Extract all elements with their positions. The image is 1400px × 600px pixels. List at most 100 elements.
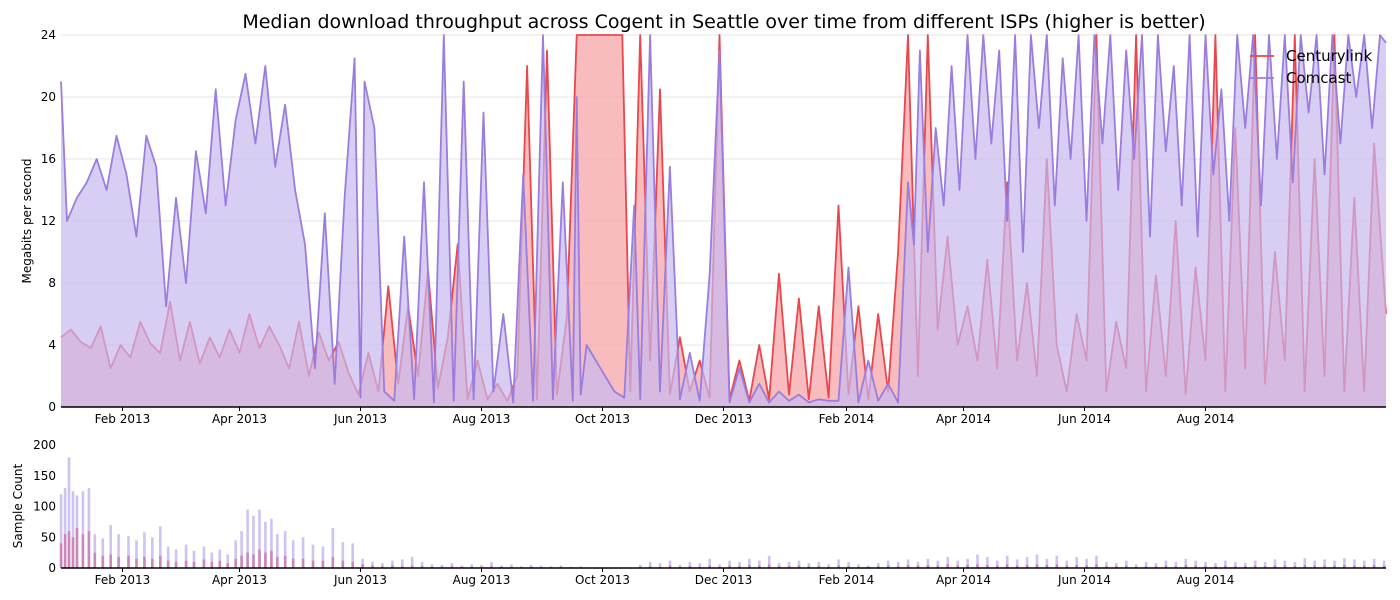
throughput-y-tick-label: 12 — [41, 214, 56, 228]
centurylink-sample-bar — [276, 556, 279, 568]
centurylink-sample-bar — [1363, 565, 1366, 568]
centurylink-sample-bar — [1125, 565, 1128, 568]
comcast-sample-bar — [109, 525, 112, 568]
comcast-sample-bar — [67, 457, 71, 568]
comcast-sample-bar — [1372, 558, 1376, 568]
comcast-sample-bar — [718, 564, 721, 568]
comcast-sample-bar — [1382, 560, 1386, 568]
centurylink-sample-bar — [1382, 565, 1386, 568]
centurylink-sample-bar — [258, 549, 261, 568]
comcast-line — [60, 34, 1387, 404]
comcast-sample-bar — [234, 540, 237, 568]
centurylink-sample-bar — [93, 552, 97, 568]
sample-count-y-tick-label: 50 — [41, 530, 56, 544]
centurylink-sample-bar — [1055, 564, 1059, 568]
comcast-sample-bar — [529, 564, 533, 568]
comcast-sample-bar — [430, 564, 434, 568]
comcast-sample-bar — [117, 534, 120, 568]
comcast-sample-bar — [1184, 558, 1188, 568]
comcast-sample-bar — [159, 526, 162, 568]
comcast-sample-bar — [127, 536, 130, 568]
comcast-sample-bar — [976, 554, 979, 568]
sample-count-panel: 0 50 100 150 200 Feb 2013 Apr 2013 Jun 2013 Aug … — [11, 438, 1386, 587]
comcast-sample-bar — [210, 552, 214, 568]
throughput-y-tick-label: 4 — [48, 338, 56, 352]
centurylink-sample-bar — [420, 566, 424, 568]
centurylink-sample-bar — [767, 564, 771, 568]
centurylink-sample-bar — [1164, 565, 1168, 568]
centurylink-sample-bar — [966, 564, 969, 568]
centurylink-sample-bar — [1224, 565, 1227, 568]
comcast-sample-bar — [410, 556, 414, 568]
centurylink-sample-bar — [728, 565, 731, 568]
comcast-sample-bar — [688, 561, 692, 568]
centurylink-sample-bar — [151, 558, 154, 568]
comcast-sample-bar — [401, 559, 404, 568]
centurylink-sample-bar — [226, 563, 229, 568]
sample-count-x-tick-label: Dec 2013 — [695, 573, 753, 587]
comcast-sample-bar — [391, 560, 394, 568]
centurylink-sample-bar — [1293, 566, 1297, 568]
comcast-sample-bar — [240, 531, 243, 568]
comcast-sample-bar — [1075, 556, 1078, 568]
centurylink-sample-bar — [1323, 565, 1326, 568]
centurylink-sample-bar — [159, 555, 162, 568]
centurylink-sample-bar — [1025, 564, 1029, 568]
centurylink-sample-bar — [1244, 566, 1247, 568]
centurylink-sample-bar — [1204, 566, 1207, 568]
comcast-sample-bar — [63, 488, 67, 568]
comcast-sample-bar — [867, 565, 870, 568]
comcast-sample-bar — [1055, 555, 1059, 568]
comcast-sample-bar — [946, 556, 949, 568]
centurylink-sample-bar — [75, 528, 79, 568]
comcast-sample-bar — [174, 549, 178, 568]
centurylink-sample-bar — [847, 566, 850, 568]
centurylink-sample-bar — [184, 560, 188, 568]
comcast-sample-bar — [1005, 555, 1009, 568]
centurylink-sample-bar — [192, 561, 196, 568]
centurylink-sample-bar — [252, 554, 255, 568]
comcast-sample-bar — [678, 564, 682, 568]
comcast-sample-bar — [827, 564, 830, 568]
centurylink-sample-bar — [668, 565, 672, 568]
centurylink-sample-bar — [1075, 564, 1078, 568]
sample-count-x-tick-label: Apr 2013 — [212, 573, 267, 587]
centurylink-sample-bar — [1085, 565, 1088, 568]
sample-count-x-tick-label: Jun 2013 — [333, 573, 387, 587]
centurylink-sample-bar — [109, 554, 112, 568]
centurylink-sample-bar — [361, 564, 364, 568]
comcast-sample-bar — [341, 542, 345, 568]
centurylink-sample-bar — [291, 558, 295, 568]
throughput-x-tick-label: Jun 2013 — [333, 412, 387, 426]
centurylink-sample-bar — [996, 565, 999, 568]
centurylink-sample-bar — [986, 564, 989, 568]
comcast-sample-bar — [986, 556, 989, 568]
comcast-sample-bar — [258, 509, 261, 568]
comcast-sample-bar — [1194, 560, 1197, 568]
comcast-sample-bar — [270, 518, 273, 568]
comcast-sample-bar — [291, 540, 295, 568]
centurylink-sample-bar — [143, 556, 146, 568]
comcast-legend-label: Comcast — [1286, 69, 1352, 87]
comcast-sample-bar — [93, 534, 97, 568]
comcast-sample-bar — [1144, 561, 1148, 568]
comcast-sample-bar — [420, 561, 424, 568]
centurylink-sample-bar — [63, 534, 67, 568]
comcast-sample-bar — [1273, 559, 1277, 568]
comcast-sample-bar — [648, 561, 652, 568]
throughput-y-axis-label: Megabits per second — [20, 159, 34, 284]
centurylink-sample-bar — [1154, 566, 1158, 568]
centurylink-sample-bar — [410, 565, 414, 568]
throughput-y-tick-label: 20 — [41, 90, 56, 104]
comcast-sample-bar — [847, 561, 850, 568]
sample-count-axes: 0 50 100 150 200 Feb 2013 Apr 2013 Jun 2013 Aug … — [33, 438, 1386, 587]
centurylink-sample-bar — [946, 564, 949, 568]
comcast-sample-bar — [777, 563, 781, 568]
comcast-sample-bar — [549, 566, 553, 568]
comcast-sample-bar — [1253, 560, 1257, 568]
comcast-sample-bar — [351, 543, 354, 568]
comcast-sample-bar — [1313, 560, 1316, 568]
centurylink-sample-bar — [1372, 564, 1376, 568]
comcast-sample-bar — [936, 560, 940, 568]
